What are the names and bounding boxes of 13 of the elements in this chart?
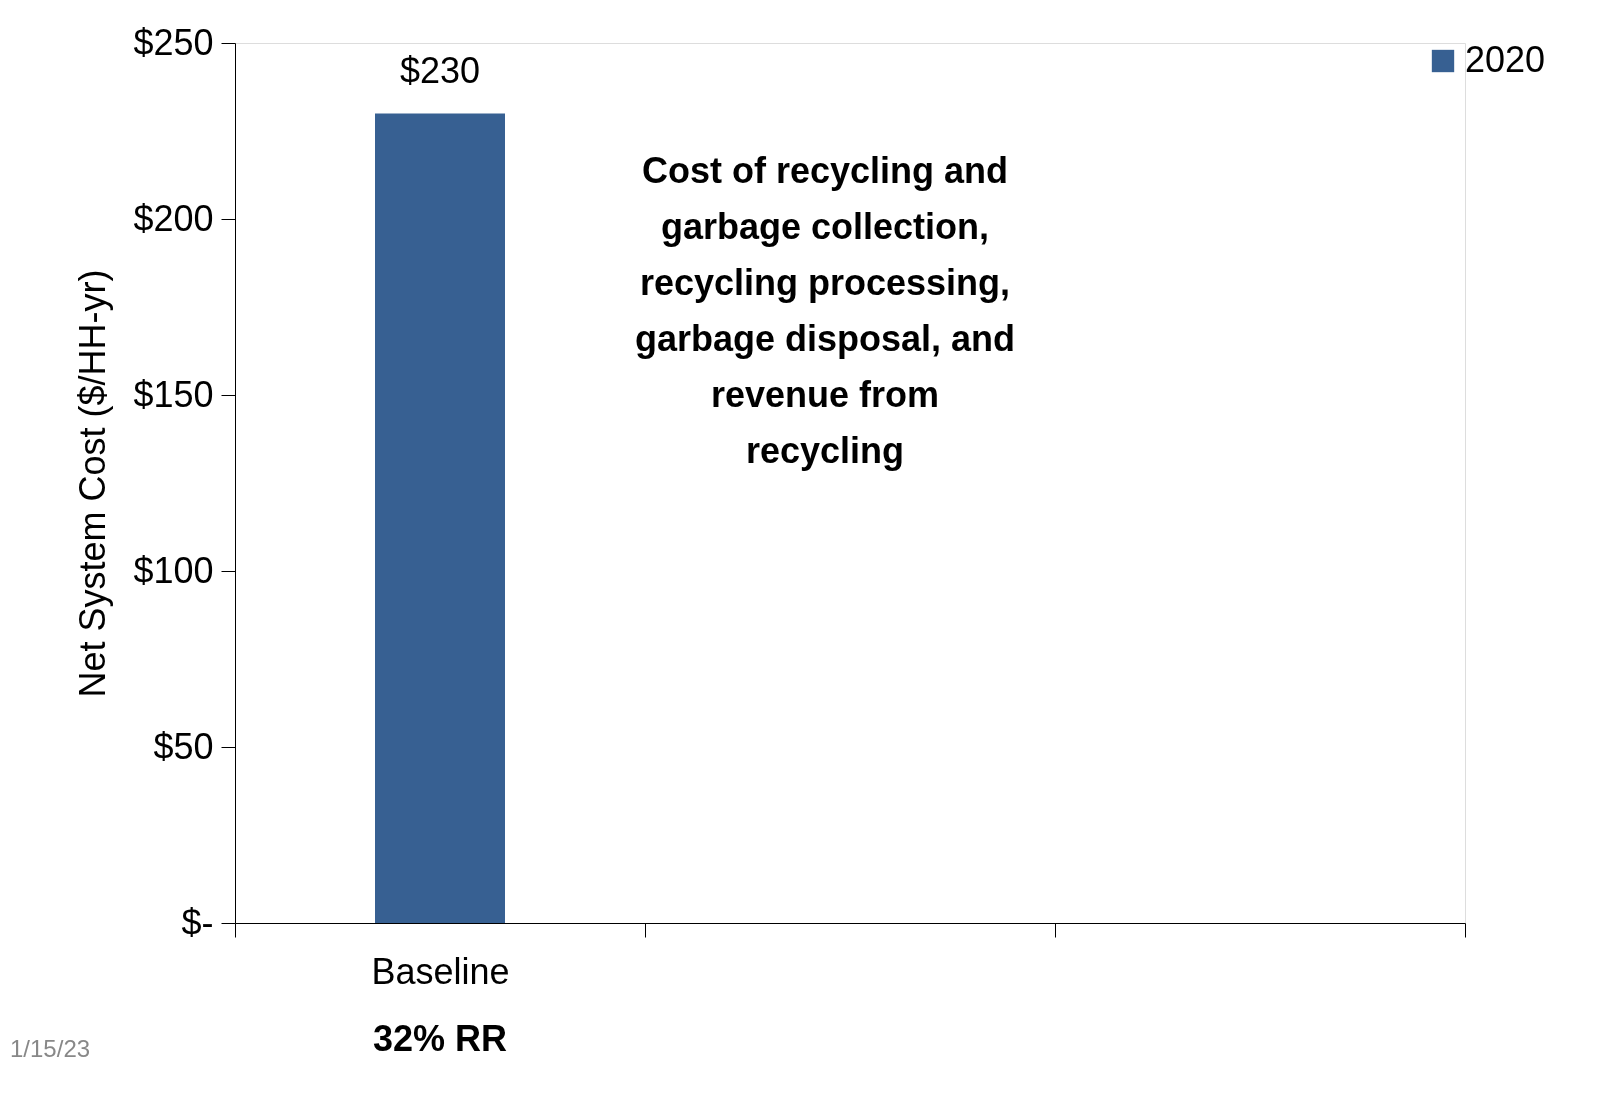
y-tick-label: $250 [133, 21, 214, 63]
y-axis-title: Net System Cost ($/HH-yr) [72, 269, 114, 698]
y-tick-label: $150 [133, 373, 214, 415]
y-tick-label: $50 [153, 725, 214, 767]
legend-label: 2020 [1465, 39, 1546, 80]
x-tick-label: Baseline [371, 950, 510, 992]
y-tick-label: $200 [133, 197, 214, 239]
data-label: $230 [399, 50, 481, 92]
y-tick-label: $100 [133, 549, 214, 591]
annotation: Cost of recycling and garbage collection, recycling processing, garbage disposal, and revenue from recycling [634, 150, 1016, 471]
text: 1/15/23 [10, 1035, 91, 1062]
y-tick-label: $- [181, 901, 214, 943]
text: 32% RR [372, 1018, 508, 1059]
